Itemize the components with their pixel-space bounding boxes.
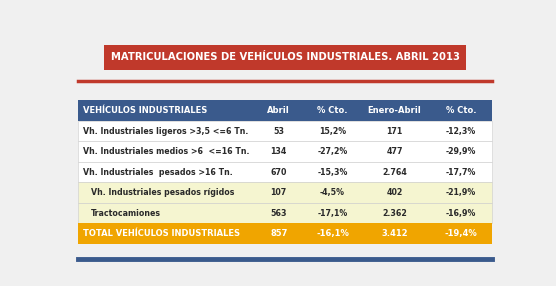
Text: Enero-Abril: Enero-Abril: [368, 106, 421, 115]
Text: 670: 670: [271, 168, 287, 176]
Text: Abril: Abril: [267, 106, 290, 115]
Text: % Cto.: % Cto.: [445, 106, 476, 115]
Text: Vh. Industriales pesados rígidos: Vh. Industriales pesados rígidos: [91, 188, 235, 197]
FancyBboxPatch shape: [78, 182, 492, 203]
Text: 15,2%: 15,2%: [319, 127, 346, 136]
Text: 134: 134: [271, 147, 287, 156]
Text: -27,2%: -27,2%: [317, 147, 348, 156]
Text: 107: 107: [271, 188, 287, 197]
Text: -19,4%: -19,4%: [444, 229, 477, 238]
Text: -16,1%: -16,1%: [316, 229, 349, 238]
Text: MATRICULACIONES DE VEHÍCULOS INDUSTRIALES. ABRIL 2013: MATRICULACIONES DE VEHÍCULOS INDUSTRIALE…: [111, 52, 459, 62]
Text: Tractocamiones: Tractocamiones: [91, 208, 161, 218]
Text: VEHÍCULOS INDUSTRIALES: VEHÍCULOS INDUSTRIALES: [83, 106, 207, 115]
FancyBboxPatch shape: [78, 100, 492, 121]
Text: 402: 402: [386, 188, 403, 197]
Text: 53: 53: [273, 127, 284, 136]
Text: Vh. Industriales medios >6  <=16 Tn.: Vh. Industriales medios >6 <=16 Tn.: [83, 147, 250, 156]
Text: 477: 477: [386, 147, 403, 156]
FancyBboxPatch shape: [78, 162, 492, 182]
Text: -29,9%: -29,9%: [445, 147, 476, 156]
FancyBboxPatch shape: [78, 203, 492, 223]
Text: -17,1%: -17,1%: [317, 208, 348, 218]
Text: TOTAL VEHÍCULOS INDUSTRIALES: TOTAL VEHÍCULOS INDUSTRIALES: [83, 229, 240, 238]
FancyBboxPatch shape: [78, 121, 492, 141]
Text: 171: 171: [386, 127, 403, 136]
Text: -21,9%: -21,9%: [445, 188, 476, 197]
Text: 563: 563: [271, 208, 287, 218]
Text: -12,3%: -12,3%: [445, 127, 476, 136]
Text: 2.362: 2.362: [382, 208, 407, 218]
Text: -16,9%: -16,9%: [445, 208, 476, 218]
Text: -15,3%: -15,3%: [317, 168, 348, 176]
Text: 2.764: 2.764: [382, 168, 407, 176]
FancyBboxPatch shape: [78, 141, 492, 162]
Text: -4,5%: -4,5%: [320, 188, 345, 197]
FancyBboxPatch shape: [78, 223, 492, 244]
Text: Vh. Industriales ligeros >3,5 <=6 Tn.: Vh. Industriales ligeros >3,5 <=6 Tn.: [83, 127, 249, 136]
Text: 857: 857: [270, 229, 287, 238]
Text: 3.412: 3.412: [381, 229, 408, 238]
Text: -17,7%: -17,7%: [445, 168, 476, 176]
FancyBboxPatch shape: [104, 45, 466, 69]
Text: Vh. Industriales  pesados >16 Tn.: Vh. Industriales pesados >16 Tn.: [83, 168, 233, 176]
Text: % Cto.: % Cto.: [317, 106, 348, 115]
